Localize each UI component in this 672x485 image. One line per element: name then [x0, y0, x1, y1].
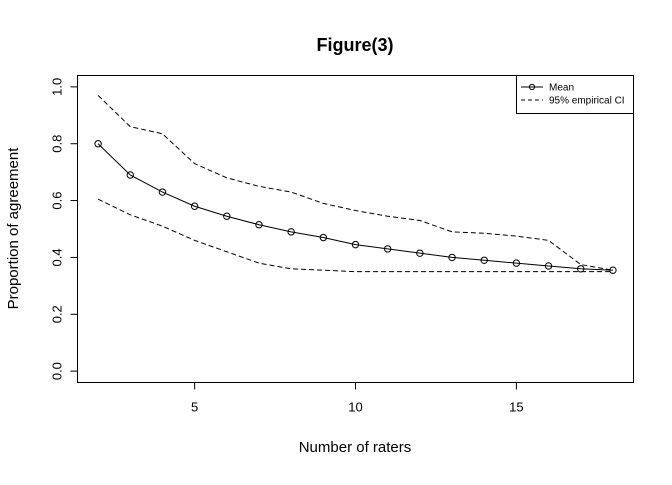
y-tick-label: 0.0	[50, 362, 65, 380]
y-axis-label: Proportion of agreement	[5, 147, 22, 310]
legend-label-mean: Mean	[549, 83, 574, 94]
data-point-marker	[223, 212, 231, 220]
data-point-marker	[448, 253, 456, 262]
y-tick-label: 0.2	[50, 305, 65, 323]
data-point-marker	[319, 233, 328, 242]
data-point-marker	[158, 188, 167, 196]
plot-series	[94, 95, 617, 274]
x-tick-label: 10	[348, 400, 362, 415]
y-tick-label: 0.4	[50, 248, 65, 266]
chart-title: Figure(3)	[316, 35, 393, 55]
legend-label-ci: 95% empirical CI	[549, 96, 625, 107]
y-tick-label: 0.8	[50, 135, 65, 153]
data-point-marker	[126, 171, 134, 179]
data-point-marker	[544, 262, 553, 270]
y-tick-label: 0.6	[50, 192, 65, 210]
data-point-marker	[512, 259, 521, 267]
x-tick-label: 15	[509, 400, 523, 415]
data-point-marker	[577, 265, 585, 273]
data-point-marker	[94, 140, 102, 148]
legend-mean-marker-icon	[528, 83, 536, 91]
data-point-marker	[609, 266, 617, 274]
series-line-dashed	[97, 198, 613, 273]
data-point-marker	[287, 228, 295, 236]
plot-box	[77, 75, 634, 383]
y-axis-ticks: 0.0 0.2 0.4 0.6 0.8 1.0	[50, 78, 78, 380]
legend: Mean 95% empirical CI	[516, 75, 634, 114]
legend-box	[516, 75, 634, 114]
series-line-dashed	[97, 95, 613, 271]
y-tick-label: 1.0	[50, 78, 65, 96]
data-point-marker	[416, 249, 424, 257]
data-point-marker	[255, 221, 263, 229]
x-tick-label: 5	[191, 400, 198, 415]
series-line-solid	[97, 143, 613, 271]
data-point-marker	[351, 240, 360, 249]
data-point-marker	[383, 245, 392, 253]
x-axis-ticks: 5 10 15	[191, 382, 524, 415]
x-axis-label: Number of raters	[299, 439, 412, 456]
data-point-marker	[480, 256, 488, 264]
data-point-marker	[190, 202, 199, 210]
